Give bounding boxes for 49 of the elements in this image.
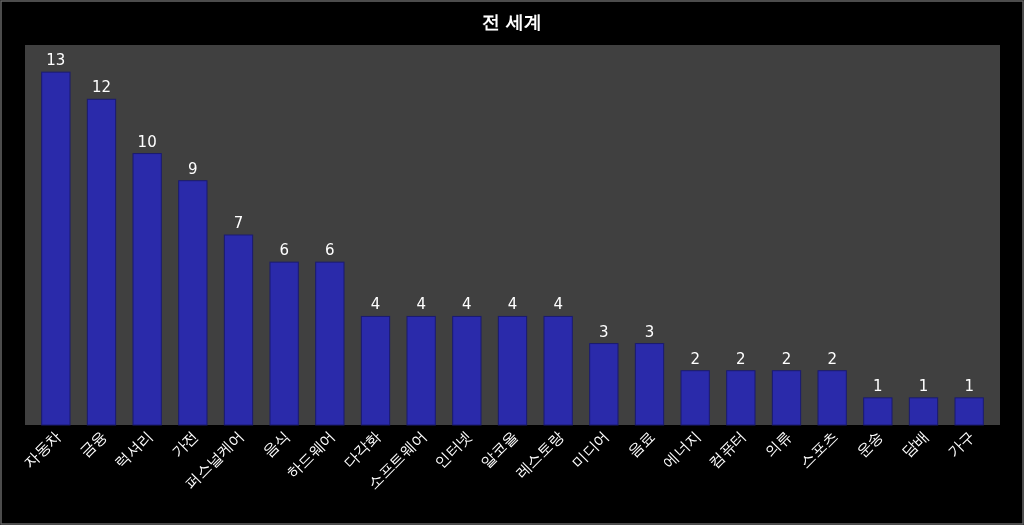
data-label: 1 bbox=[873, 376, 883, 395]
data-label: 3 bbox=[599, 322, 609, 341]
bar bbox=[452, 315, 482, 426]
bar bbox=[86, 98, 117, 426]
bar bbox=[132, 153, 162, 426]
chart-title: 전 세계 bbox=[481, 11, 543, 32]
bar bbox=[406, 315, 436, 426]
bar bbox=[269, 261, 299, 426]
bar bbox=[543, 315, 573, 426]
data-label: 2 bbox=[781, 349, 792, 368]
bar bbox=[360, 315, 391, 426]
bar bbox=[589, 343, 619, 426]
data-label: 2 bbox=[736, 349, 746, 368]
x-tick-label: 의류 bbox=[761, 427, 796, 462]
data-label: 9 bbox=[188, 159, 198, 178]
data-label: 12 bbox=[91, 78, 112, 97]
bar bbox=[178, 180, 208, 426]
data-label: 13 bbox=[46, 51, 66, 70]
data-label: 1 bbox=[964, 376, 974, 395]
x-tick-label: 담배 bbox=[898, 427, 933, 462]
bar bbox=[817, 370, 847, 426]
data-label: 10 bbox=[137, 132, 157, 151]
data-label: 7 bbox=[233, 214, 244, 232]
data-label: 4 bbox=[507, 295, 518, 314]
data-label: 2 bbox=[827, 349, 837, 368]
bar bbox=[680, 370, 710, 426]
data-label: 6 bbox=[325, 241, 335, 260]
data-label: 1 bbox=[918, 376, 929, 395]
bar bbox=[863, 397, 893, 426]
bar bbox=[954, 397, 984, 426]
bar bbox=[771, 370, 802, 426]
data-label: 6 bbox=[279, 241, 289, 260]
data-label: 4 bbox=[553, 295, 563, 314]
x-tick-label: 금융 bbox=[76, 427, 111, 462]
x-tick-label: 가구 bbox=[944, 427, 978, 462]
bar bbox=[908, 397, 939, 426]
data-label: 4 bbox=[462, 295, 472, 314]
bar bbox=[634, 343, 665, 426]
bar bbox=[315, 261, 345, 426]
data-label: 4 bbox=[370, 295, 381, 314]
x-tick-label: 음료 bbox=[624, 427, 659, 462]
data-label: 3 bbox=[644, 322, 655, 341]
data-label: 4 bbox=[416, 295, 426, 314]
bar bbox=[726, 370, 756, 426]
x-tick-label: 운송 bbox=[852, 427, 887, 462]
bar bbox=[223, 234, 254, 426]
bar bbox=[497, 315, 528, 426]
data-label: 2 bbox=[690, 349, 700, 368]
bar bbox=[41, 71, 71, 426]
